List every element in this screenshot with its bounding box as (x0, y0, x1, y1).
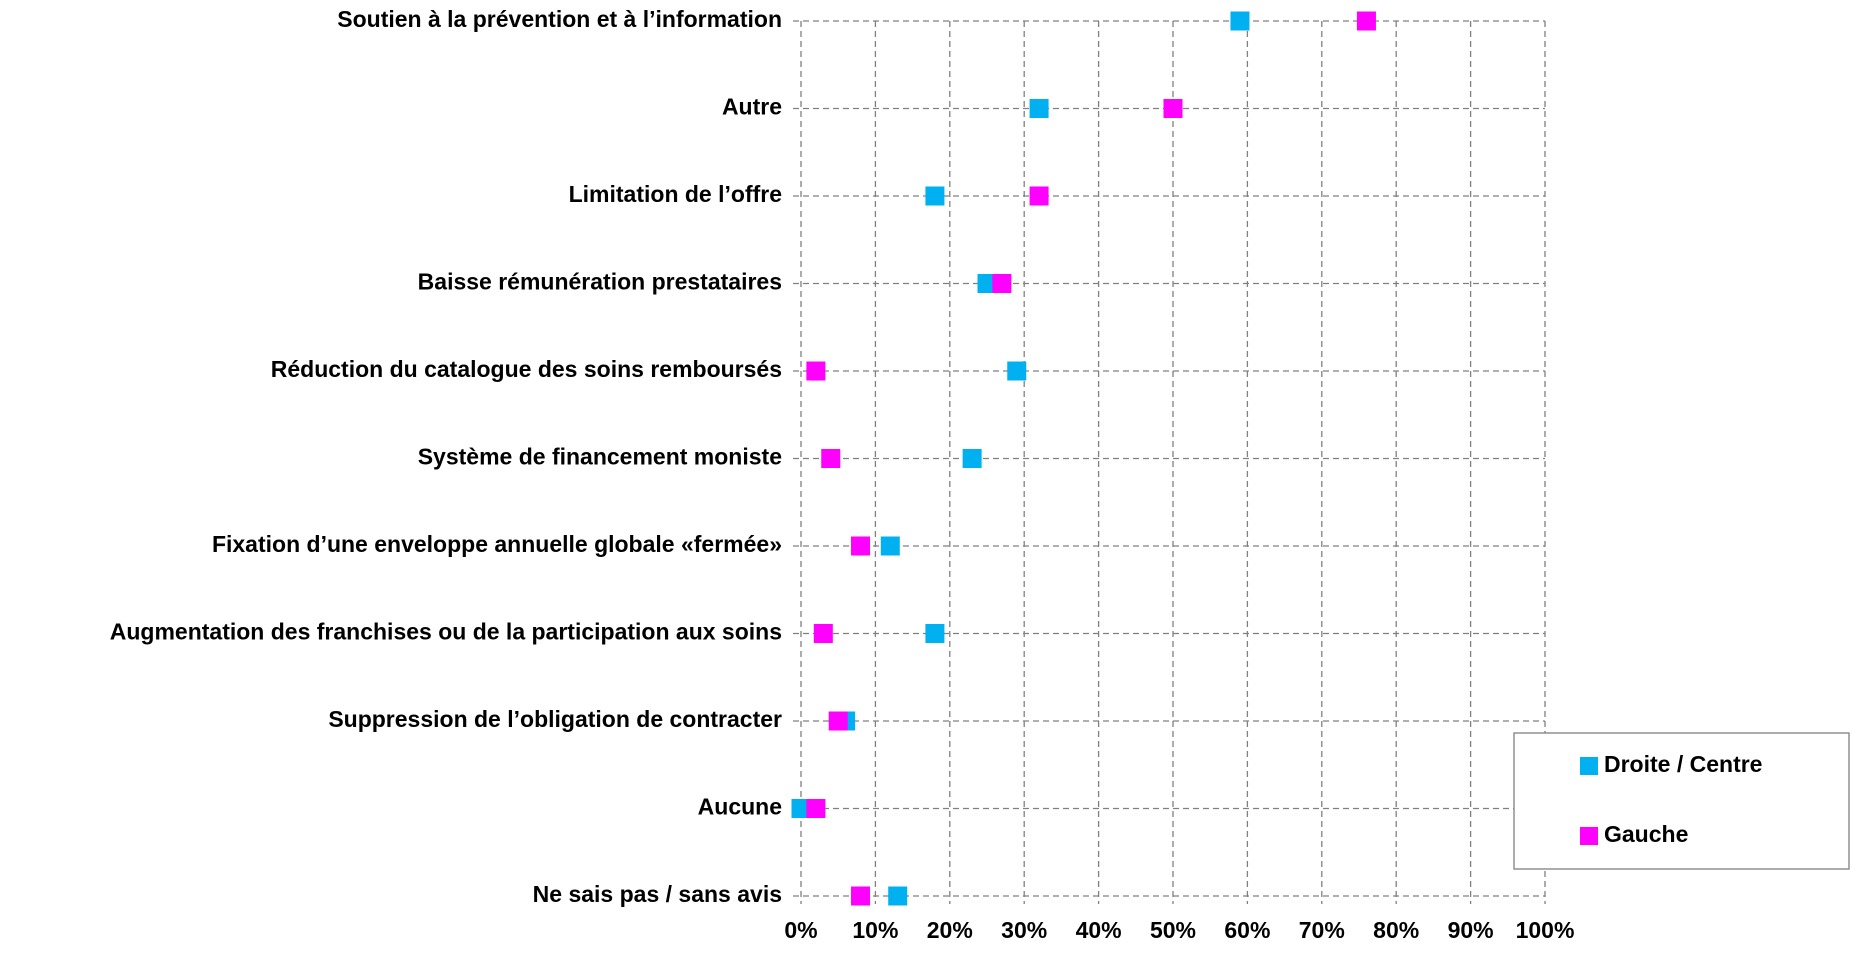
y-tick-label: Suppression de l’obligation de contracte… (328, 706, 782, 732)
marker (791, 799, 811, 818)
y-tick-label: Autre (722, 94, 782, 120)
x-tick-label: 30% (1001, 917, 1047, 943)
x-tick-label: 80% (1373, 917, 1419, 943)
marker (925, 186, 945, 206)
marker (962, 449, 982, 468)
legend-box (1513, 732, 1850, 870)
legend-label: Gauche (1604, 821, 1688, 847)
marker (821, 449, 841, 468)
y-tick-label: Système de financement moniste (418, 444, 782, 470)
legend-swatch (1580, 827, 1598, 845)
marker (977, 274, 997, 293)
y-tick-label: Limitation de l’offre (569, 181, 782, 207)
y-tick-label: Augmentation des franchises ou de la par… (110, 619, 782, 645)
y-tick-label: Réduction du catalogue des soins rembour… (271, 356, 782, 382)
x-tick-label: 60% (1224, 917, 1270, 943)
marker (880, 536, 900, 556)
y-tick-label: Soutien à la prévention et à l’informati… (337, 6, 782, 32)
marker (851, 536, 871, 556)
marker (1163, 99, 1183, 118)
marker (813, 624, 833, 643)
marker (992, 274, 1012, 293)
y-tick-label: Fixation d’une enveloppe annuelle global… (212, 531, 782, 557)
y-tick-label: Baisse rémunération prestataires (418, 269, 782, 295)
marker (1230, 11, 1250, 31)
x-tick-label: 70% (1299, 917, 1345, 943)
marker (828, 711, 848, 731)
x-tick-label: 20% (927, 917, 973, 943)
y-tick-label: Ne sais pas / sans avis (533, 881, 782, 907)
y-tick-label: Aucune (698, 794, 782, 820)
x-tick-label: 0% (784, 917, 817, 943)
marker (1007, 361, 1027, 381)
legend-label: Droite / Centre (1604, 751, 1762, 777)
marker (806, 361, 826, 381)
x-tick-label: 10% (852, 917, 898, 943)
legend-swatch (1580, 757, 1598, 775)
x-tick-label: 40% (1076, 917, 1122, 943)
marker (1356, 11, 1376, 31)
x-tick-label: 90% (1448, 917, 1494, 943)
x-tick-label: 50% (1150, 917, 1196, 943)
marker (888, 886, 908, 906)
marker (1029, 186, 1049, 206)
marker (925, 624, 945, 643)
marker (1029, 99, 1049, 118)
marker (806, 799, 826, 818)
marker (851, 886, 871, 906)
x-tick-label: 100% (1516, 917, 1575, 943)
